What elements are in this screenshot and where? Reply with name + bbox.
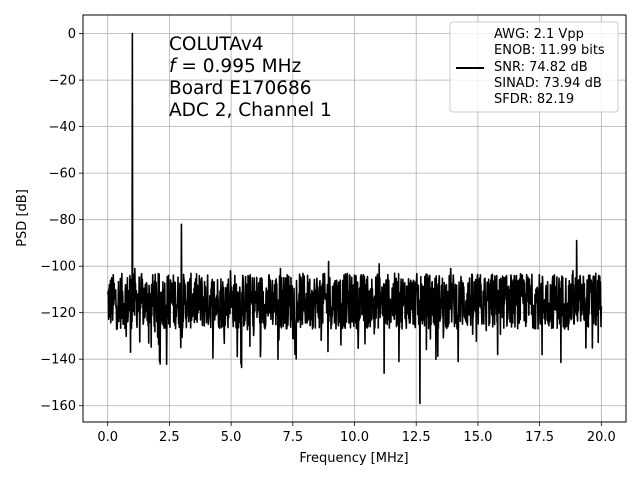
x-tick-label: 0.0 xyxy=(97,430,118,445)
y-tick-label: 0 xyxy=(68,27,76,42)
y-axis-ticks: 0 −20 −40 −60 −80 −100 −120 −140 −160 xyxy=(40,27,83,414)
y-tick-label: −80 xyxy=(49,213,76,228)
x-tick-label: 20.0 xyxy=(587,430,616,445)
legend-line-2: ENOB: 11.99 bits xyxy=(494,43,605,58)
x-tick-label: 17.5 xyxy=(525,430,554,445)
x-tick-label: 15.0 xyxy=(463,430,492,445)
x-tick-label: 10.0 xyxy=(340,430,369,445)
annotation-line-3: Board E170686 xyxy=(169,78,312,99)
x-tick-label: 7.5 xyxy=(282,430,303,445)
x-axis-label: Frequency [MHz] xyxy=(299,451,408,466)
y-tick-label: −100 xyxy=(40,260,76,275)
x-tick-label: 12.5 xyxy=(402,430,431,445)
series-group xyxy=(106,32,603,405)
annotation-line-4: ADC 2, Channel 1 xyxy=(169,100,332,121)
x-axis-ticks: 0.0 2.5 5.0 7.5 10.0 12.5 15.0 17.5 20.0 xyxy=(97,422,616,445)
y-axis-label: PSD [dB] xyxy=(15,189,30,247)
legend-line-4: SINAD: 73.94 dB xyxy=(494,76,602,91)
annotation-line-1: COLUTAv4 xyxy=(169,34,264,55)
y-tick-label: −140 xyxy=(40,353,76,368)
psd-series-line xyxy=(106,32,603,405)
x-tick-label: 5.0 xyxy=(221,430,242,445)
annotation-line-2: f = 0.995 MHz xyxy=(169,56,301,77)
x-tick-label: 2.5 xyxy=(159,430,180,445)
legend-line-5: SFDR: 82.19 xyxy=(494,92,574,107)
legend: AWG: 2.1 Vpp ENOB: 11.99 bits SNR: 74.82… xyxy=(449,21,619,113)
y-tick-label: −40 xyxy=(49,120,76,135)
y-tick-label: −120 xyxy=(40,306,76,321)
y-tick-label: −20 xyxy=(49,74,76,89)
y-tick-label: −160 xyxy=(40,399,76,414)
y-tick-label: −60 xyxy=(49,167,76,182)
legend-line-1: AWG: 2.1 Vpp xyxy=(494,27,584,42)
annotation-block: COLUTAv4 f = 0.995 MHz Board E170686 ADC… xyxy=(169,34,332,121)
legend-line-3: SNR: 74.82 dB xyxy=(494,60,588,75)
legend-box xyxy=(449,21,619,113)
